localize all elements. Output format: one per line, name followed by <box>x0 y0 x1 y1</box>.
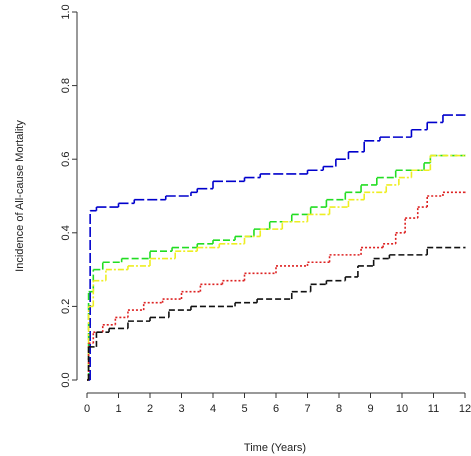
x-tick-label: 1 <box>115 403 121 415</box>
x-tick-label: 0 <box>84 403 90 415</box>
x-tick-label: 5 <box>241 403 247 415</box>
y-tick-label: 0.6 <box>60 152 72 167</box>
x-tick-label: 8 <box>336 403 342 415</box>
x-tick-label: 2 <box>147 403 153 415</box>
x-tick-label: 11 <box>428 403 439 415</box>
x-tick-label: 6 <box>273 403 279 415</box>
y-tick-label: 1.0 <box>60 4 72 19</box>
x-tick-label: 4 <box>210 403 216 415</box>
y-tick-label: 0.0 <box>60 372 72 387</box>
x-tick-label: 3 <box>178 403 184 415</box>
x-tick-label: 9 <box>367 403 373 415</box>
y-tick-label: 0.8 <box>60 78 72 93</box>
x-axis-label: Time (Years) <box>244 442 306 454</box>
y-axis-label: Incidence of All-cause Mortality <box>14 120 26 272</box>
x-tick-label: 10 <box>396 403 408 415</box>
y-tick-label: 0.4 <box>60 225 72 240</box>
x-tick-label: 7 <box>304 403 310 415</box>
x-tick-label: 12 <box>459 403 471 415</box>
y-tick-label: 0.2 <box>60 299 72 314</box>
